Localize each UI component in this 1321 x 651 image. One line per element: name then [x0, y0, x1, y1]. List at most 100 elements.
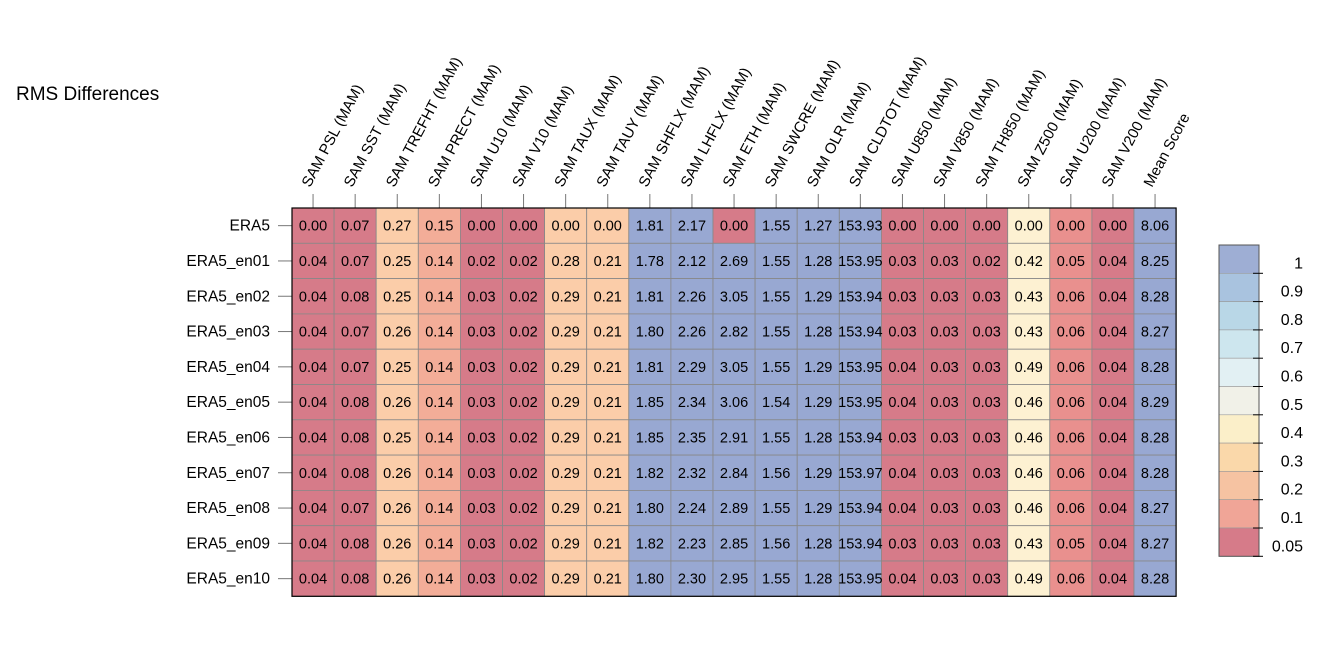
cell-value-label: 2.69	[720, 254, 748, 270]
cell-value-label: 0.46	[1015, 430, 1043, 446]
heatmap-cell	[628, 278, 672, 315]
cell-value-label: 0.00	[299, 219, 327, 235]
heatmap-cell	[544, 454, 588, 491]
cell-value-label: 0.03	[973, 289, 1001, 305]
cell-value-label: 0.29	[552, 466, 580, 482]
cell-value-label: 0.04	[1099, 430, 1127, 446]
cell-value-label: 8.28	[1141, 572, 1169, 588]
cell-value-label: 1.28	[804, 430, 832, 446]
heatmap-cell	[881, 242, 924, 280]
cell-value-label: 0.06	[1057, 360, 1085, 376]
heatmap-cell	[881, 489, 924, 527]
cell-value-label: 0.14	[425, 501, 453, 517]
heatmap-cell	[754, 313, 798, 350]
heatmap-cell	[459, 489, 503, 527]
cell-value-label: 0.26	[383, 501, 411, 517]
cell-value-label: 0.03	[467, 536, 495, 552]
cell-value-label: 0.03	[973, 572, 1001, 588]
heatmap-cell	[544, 348, 588, 385]
heatmap-cell	[502, 419, 545, 456]
heatmap-cell	[375, 525, 419, 562]
heatmap-cell	[712, 242, 756, 280]
heatmap-cell	[754, 560, 798, 597]
heatmap-cell	[502, 384, 545, 421]
colorbar-swatch	[1218, 244, 1260, 274]
cell-value-label: 2.24	[678, 501, 706, 517]
cell-value-label: 0.49	[1015, 572, 1043, 588]
heatmap-cell	[754, 489, 798, 527]
colorbar-tick-label: 0.4	[1281, 425, 1303, 442]
heatmap-cell	[796, 348, 840, 385]
cell-value-label: 0.03	[467, 325, 495, 341]
heatmap-cell	[628, 525, 672, 562]
heatmap-cell	[1049, 454, 1093, 491]
cell-value-label: 0.21	[594, 360, 622, 376]
cell-value-label: 0.03	[930, 501, 958, 517]
cell-value-label: 0.42	[1015, 254, 1043, 270]
heatmap-cell	[838, 313, 882, 350]
heatmap-cell	[417, 525, 461, 562]
cell-value-label: 1.81	[636, 360, 664, 376]
heatmap-cell	[754, 454, 798, 491]
colorbar-tick-label: 0.5	[1281, 397, 1303, 414]
heatmap-cell	[1133, 454, 1177, 491]
cell-value-label: 0.03	[467, 466, 495, 482]
cell-value-label: 0.06	[1057, 395, 1085, 411]
colorbar-tick-label: 0.7	[1281, 340, 1303, 357]
cell-value-label: 153.94	[838, 536, 882, 552]
cell-value-label: 0.04	[1099, 536, 1127, 552]
heatmap-cell	[1091, 313, 1135, 350]
heatmap-cell	[459, 525, 503, 562]
cell-value-label: 0.29	[552, 289, 580, 305]
heatmap-cell	[838, 242, 882, 280]
colorbar-tick-label: 0.3	[1281, 453, 1303, 470]
heatmap-cell	[628, 560, 672, 597]
cell-value-label: 2.91	[720, 430, 748, 446]
heatmap-cell	[1133, 419, 1177, 456]
heatmap-cell	[670, 525, 714, 562]
heatmap-cell	[670, 207, 714, 244]
cell-value-label: 1.82	[636, 536, 664, 552]
heatmap-cell	[796, 419, 840, 456]
cell-value-label: 1.56	[762, 466, 790, 482]
heatmap-cell	[1007, 454, 1051, 491]
cell-value-label: 1.55	[762, 254, 790, 270]
heatmap-cell	[965, 242, 1009, 280]
heatmap-cell	[965, 313, 1009, 350]
cell-value-label: 1.55	[762, 430, 790, 446]
heatmap-cell	[712, 419, 756, 456]
cell-value-label: 8.28	[1141, 466, 1169, 482]
cell-value-label: 2.30	[678, 572, 706, 588]
heatmap-cell	[333, 525, 377, 562]
cell-value-label: 2.89	[720, 501, 748, 517]
cell-value-label: 0.46	[1015, 395, 1043, 411]
cell-value-label: 1.29	[804, 360, 832, 376]
colorbar: 1 0.9 0.8 0.7 0.6 0.5 0.4 0.3 0.2 0.1 0.05	[1218, 244, 1303, 557]
cell-value-label: 0.00	[930, 219, 958, 235]
cell-value-label: 0.03	[930, 254, 958, 270]
cell-value-label: 2.34	[678, 395, 706, 411]
cell-value-label: 0.03	[973, 395, 1001, 411]
cell-value-label: 0.03	[888, 325, 916, 341]
heatmap-cell	[1091, 454, 1135, 491]
cell-value-label: 0.26	[383, 572, 411, 588]
heatmap-cell	[502, 560, 545, 597]
heatmap-cell	[375, 384, 419, 421]
row-labels: ERA5 ERA5_en01 ERA5_en02 ERA5_en03 ERA5_en04…	[186, 218, 292, 588]
heatmap-cell	[333, 489, 377, 527]
heatmap-cell	[417, 419, 461, 456]
cell-value-label: 0.21	[594, 395, 622, 411]
heatmap-cell	[881, 278, 924, 315]
cell-value-label: 0.03	[930, 360, 958, 376]
cell-value-label: 2.84	[720, 466, 748, 482]
heatmap-cells	[291, 207, 1177, 597]
cell-value-label: 1.28	[804, 536, 832, 552]
cell-value-label: 8.25	[1141, 254, 1169, 270]
heatmap-cell	[291, 560, 335, 597]
heatmap-cell	[628, 207, 672, 244]
cell-value-label: 0.06	[1057, 325, 1085, 341]
heatmap-cell	[754, 207, 798, 244]
cell-value-label: 0.25	[383, 430, 411, 446]
cell-value-label: 0.04	[299, 536, 327, 552]
cell-value-label: 2.85	[720, 536, 748, 552]
